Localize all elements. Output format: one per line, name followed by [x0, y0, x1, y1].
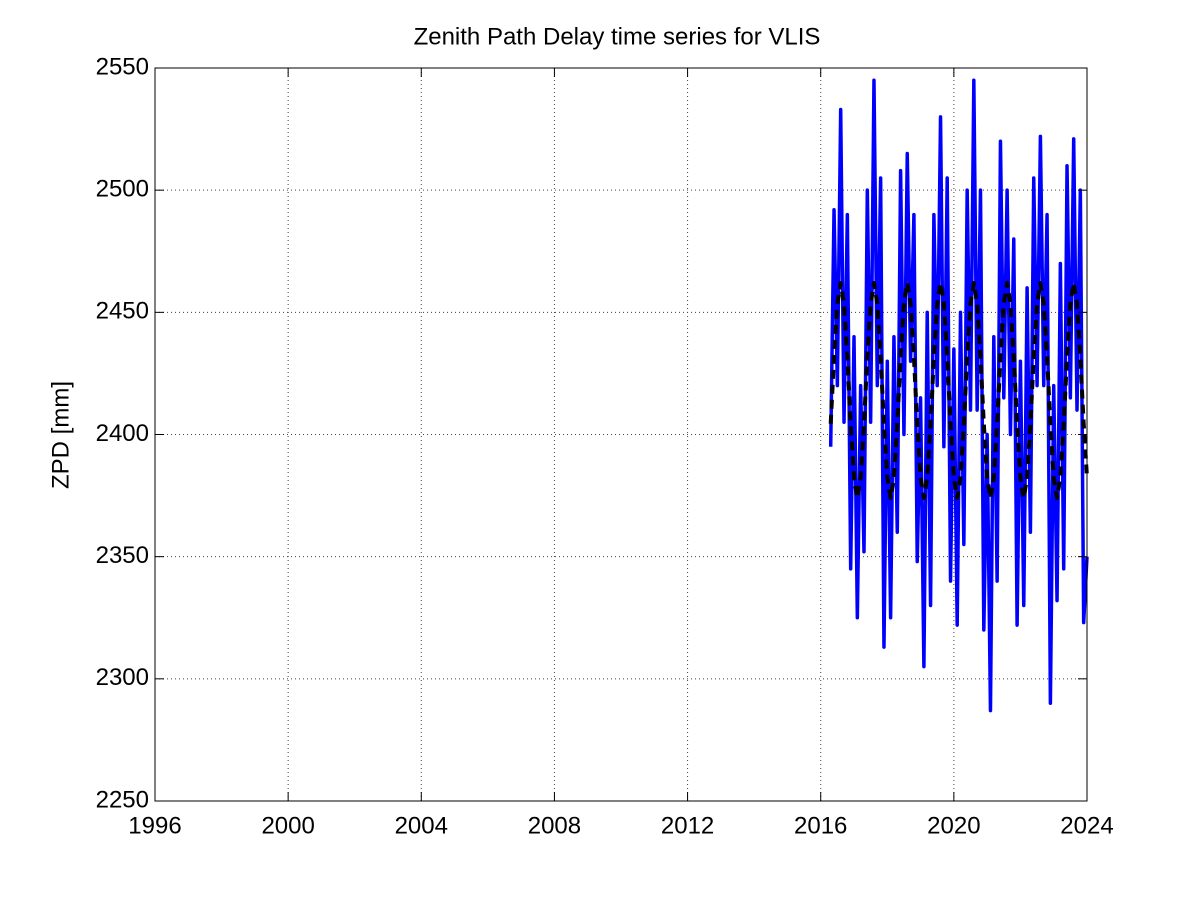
y-tick-label: 2500 — [96, 176, 149, 203]
plot-area — [828, 78, 1089, 713]
ticks: 2250 2300 2350 2400 2450 2500 2550 1996 2000 2004… — [96, 53, 1114, 839]
x-tick-label: 2024 — [1060, 812, 1113, 839]
x-tick-label: 2016 — [794, 812, 847, 839]
x-tick-label: 2000 — [261, 812, 314, 839]
x-tick-label: 1996 — [128, 812, 181, 839]
y-tick-label: 2350 — [96, 542, 149, 569]
y-tick-label: 2400 — [96, 420, 149, 447]
x-tick-label: 2020 — [927, 812, 980, 839]
y-tick-label: 2450 — [96, 298, 149, 325]
y-axis-label: ZPD [mm] — [47, 381, 74, 489]
fit-line — [828, 281, 1089, 501]
x-tick-label: 2008 — [528, 812, 581, 839]
y-tick-label: 2300 — [96, 664, 149, 691]
chart-title: Zenith Path Delay time series for VLIS — [414, 23, 821, 50]
y-tick-label: 2550 — [96, 53, 149, 80]
y-tick-label: 2250 — [96, 786, 149, 813]
x-tick-label: 2004 — [395, 812, 448, 839]
x-tick-label: 2012 — [661, 812, 714, 839]
series-line — [828, 78, 1089, 713]
